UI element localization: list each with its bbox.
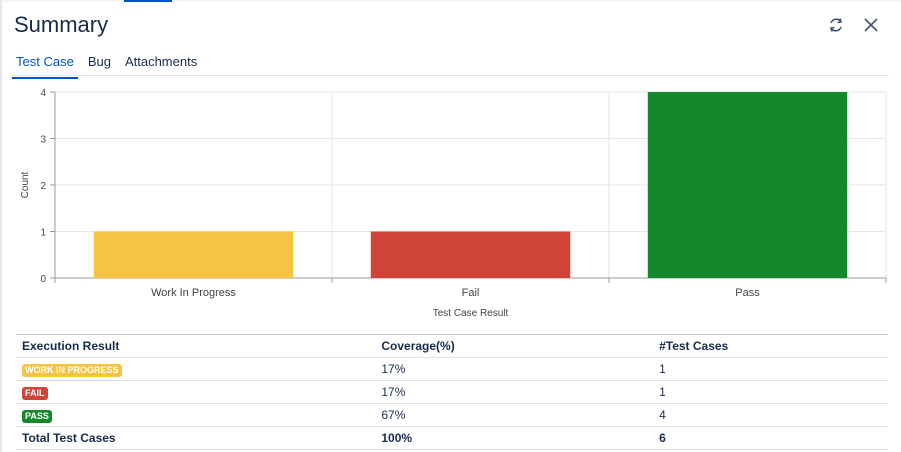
coverage-value: 17%: [381, 385, 406, 399]
tab-attachments[interactable]: Attachments: [124, 54, 198, 69]
x-tick-label: Fail: [462, 287, 480, 299]
status-badge: PASS: [22, 409, 52, 423]
status-badge: FAIL: [22, 386, 48, 400]
table-header-row: Execution Result Coverage(%) #Test Cases: [16, 335, 888, 358]
bar-fail: [370, 231, 571, 278]
bar-pass: [647, 92, 848, 278]
x-axis-label: Test Case Result: [433, 308, 509, 319]
count-value: 4: [659, 408, 666, 422]
tab-bar: Test Case Bug Attachments: [12, 53, 207, 79]
tab-bug[interactable]: Bug: [87, 54, 111, 69]
count-value: 1: [659, 385, 666, 399]
y-tick-label: 1: [40, 228, 46, 239]
coverage-value: 67%: [381, 408, 406, 422]
x-tick-label: Work In Progress: [151, 287, 236, 299]
close-button[interactable]: [858, 12, 884, 38]
header-coverage: Coverage(%): [381, 339, 455, 353]
refresh-button[interactable]: [823, 12, 849, 38]
total-coverage: 100%: [381, 431, 413, 445]
y-axis-label: Count: [20, 171, 31, 198]
y-tick-label: 4: [40, 88, 46, 99]
refresh-icon: [829, 18, 843, 32]
table-row: FAIL 17% 1: [16, 381, 888, 404]
left-edge: [0, 0, 2, 452]
y-tick-label: 0: [40, 274, 46, 285]
table-row: WORK IN PROGRESS 17% 1: [16, 358, 888, 381]
x-tick-label: Pass: [735, 287, 760, 299]
count-value: 1: [659, 362, 666, 376]
coverage-value: 17%: [381, 362, 406, 376]
header-test-cases: #Test Cases: [659, 339, 729, 353]
y-tick-label: 3: [40, 135, 46, 146]
tab-test-case[interactable]: Test Case: [12, 53, 78, 79]
close-icon: [864, 18, 878, 32]
top-accent: [124, 0, 172, 2]
summary-table: Execution Result Coverage(%) #Test Cases…: [16, 334, 888, 450]
total-label: Total Test Cases: [22, 431, 116, 445]
status-badge: WORK IN PROGRESS: [22, 363, 122, 377]
header-execution-result: Execution Result: [22, 339, 120, 353]
bar-work-in-progress: [93, 231, 294, 278]
table-total-row: Total Test Cases 100% 6: [16, 427, 888, 450]
total-count: 6: [659, 431, 666, 445]
tab-divider: [12, 75, 889, 76]
top-border: [0, 0, 901, 2]
table-top-border: [16, 334, 888, 335]
table-row: PASS 67% 4: [16, 404, 888, 427]
y-tick-label: 2: [40, 181, 46, 192]
test-case-result-chart: 0 1 2 3 4 Work In Progress Fail Pass Test Case R…: [20, 88, 887, 319]
dialog-title: Summary: [14, 12, 109, 37]
